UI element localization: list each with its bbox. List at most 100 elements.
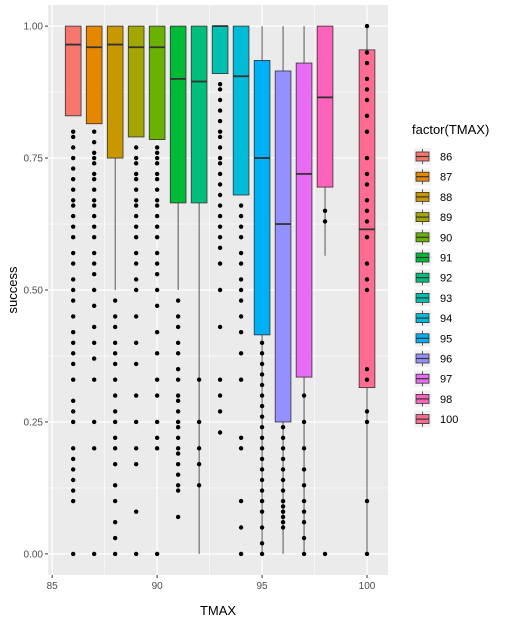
outlier-point: [239, 214, 243, 218]
outlier-point: [218, 288, 222, 292]
outlier-point: [176, 446, 180, 450]
outlier-point: [218, 430, 222, 434]
outlier-point: [218, 235, 222, 239]
outlier-point: [134, 235, 138, 239]
outlier-point: [218, 378, 222, 382]
outlier-point: [134, 446, 138, 450]
outlier-point: [239, 224, 243, 228]
outlier-point: [176, 488, 180, 492]
x-tick-label: 90: [152, 581, 164, 592]
outlier-point: [71, 261, 75, 265]
outlier-point: [302, 420, 306, 424]
legend-item-93: 93: [414, 289, 452, 306]
legend-label: 91: [440, 253, 452, 265]
outlier-point: [155, 161, 159, 165]
outlier-point: [302, 393, 306, 397]
outlier-point: [365, 182, 369, 186]
outlier-point: [113, 499, 117, 503]
outlier-point: [218, 82, 222, 86]
outlier-point: [71, 499, 75, 503]
outlier-point: [260, 425, 264, 429]
outlier-point: [365, 235, 369, 239]
outlier-point: [71, 224, 75, 228]
x-tick-label: 100: [359, 581, 376, 592]
outlier-point: [134, 214, 138, 218]
outlier-point: [281, 467, 285, 471]
y-axis-title: success: [5, 266, 20, 313]
outlier-point: [134, 198, 138, 202]
box-body: [107, 26, 123, 158]
outlier-point: [218, 108, 222, 112]
outlier-point: [218, 87, 222, 91]
outlier-point: [239, 378, 243, 382]
outlier-point: [134, 552, 138, 556]
outlier-point: [155, 272, 159, 276]
outlier-point: [260, 351, 264, 355]
legend-item-96: 96: [414, 350, 452, 367]
outlier-point: [239, 261, 243, 265]
outlier-point: [155, 156, 159, 160]
legend-item-90: 90: [414, 229, 452, 246]
outlier-point: [92, 420, 96, 424]
box-90: [149, 26, 165, 139]
outlier-point: [260, 488, 264, 492]
outlier-point: [176, 451, 180, 455]
outlier-point: [239, 446, 243, 450]
legend-item-97: 97: [414, 370, 452, 387]
outlier-point: [92, 129, 96, 133]
outlier-point: [239, 499, 243, 503]
outlier-point: [92, 251, 96, 255]
outlier-point: [365, 219, 369, 223]
outlier-point: [218, 129, 222, 133]
outlier-point: [155, 393, 159, 397]
outlier-point: [281, 446, 285, 450]
outlier-point: [134, 362, 138, 366]
outlier-point: [134, 288, 138, 292]
outlier-point: [281, 504, 285, 508]
outlier-point: [176, 515, 180, 519]
outlier-point: [92, 140, 96, 144]
outlier-point: [176, 462, 180, 466]
outlier-point: [260, 404, 264, 408]
outlier-point: [92, 272, 96, 276]
outlier-point: [92, 325, 96, 329]
outlier-point: [239, 288, 243, 292]
legend-label: 94: [440, 313, 452, 325]
outlier-point: [218, 325, 222, 329]
outlier-point: [155, 203, 159, 207]
outlier-point: [71, 135, 75, 139]
outlier-point: [197, 483, 201, 487]
outlier-point: [218, 224, 222, 228]
outlier-point: [71, 298, 75, 302]
outlier-point: [365, 77, 369, 81]
outlier-point: [239, 436, 243, 440]
outlier-point: [218, 135, 222, 139]
outlier-point: [92, 177, 96, 181]
outlier-point: [365, 50, 369, 54]
outlier-point: [218, 193, 222, 197]
x-axis-title: TMAX: [200, 603, 236, 618]
outlier-point: [260, 499, 264, 503]
outlier-point: [155, 198, 159, 202]
outlier-point: [176, 473, 180, 477]
outlier-point: [323, 219, 327, 223]
legend-item-88: 88: [414, 188, 452, 205]
outlier-point: [155, 446, 159, 450]
outlier-point: [218, 145, 222, 149]
outlier-point: [134, 161, 138, 165]
legend-item-98: 98: [414, 390, 452, 407]
outlier-point: [365, 288, 369, 292]
outlier-point: [218, 98, 222, 102]
outlier-point: [302, 520, 306, 524]
outlier-point: [365, 499, 369, 503]
outlier-point: [197, 462, 201, 466]
outlier-point: [71, 314, 75, 318]
y-tick-label: 0.75: [24, 154, 44, 165]
legend-label: 87: [440, 172, 452, 184]
legend-label: 98: [440, 394, 452, 406]
outlier-point: [365, 198, 369, 202]
outlier-point: [281, 457, 285, 461]
outlier-point: [71, 552, 75, 556]
outlier-point: [281, 499, 285, 503]
